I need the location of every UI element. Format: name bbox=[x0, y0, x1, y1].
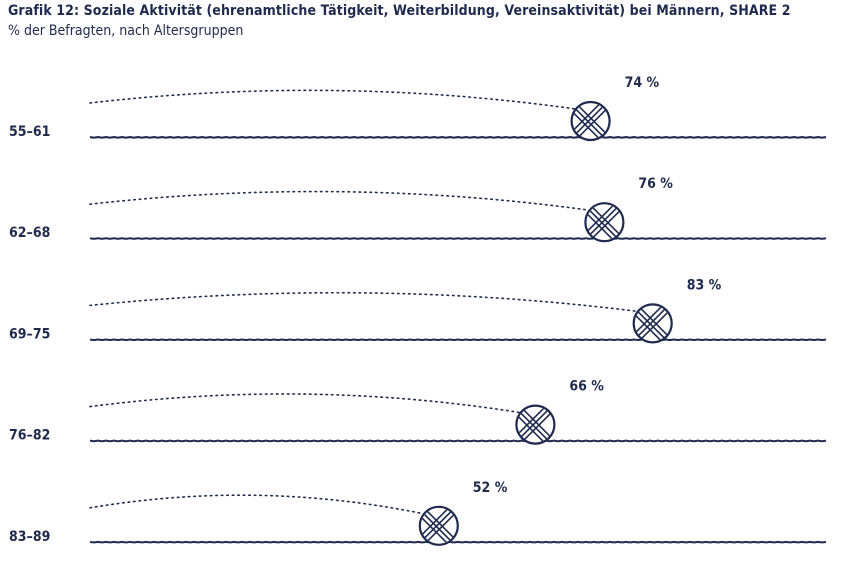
baseline-line bbox=[89, 237, 827, 240]
chart-subtitle: % der Befragten, nach Altersgruppen bbox=[8, 23, 244, 39]
value-label: 76 % bbox=[638, 176, 673, 192]
value-marker bbox=[515, 404, 556, 445]
value-arc bbox=[89, 393, 522, 414]
bar-row: 69–75 83 % bbox=[9, 277, 827, 344]
baseline-line bbox=[89, 338, 827, 341]
category-label: 83–89 bbox=[9, 529, 50, 545]
category-label: 76–82 bbox=[9, 428, 50, 444]
baseline-line bbox=[89, 540, 827, 544]
category-label: 69–75 bbox=[9, 326, 50, 342]
category-label: 62–68 bbox=[9, 225, 50, 241]
value-marker bbox=[632, 303, 673, 344]
value-arc bbox=[89, 89, 577, 110]
bar-row: 76–82 66 % bbox=[9, 379, 827, 445]
baseline-line bbox=[89, 439, 827, 443]
value-arc bbox=[89, 291, 639, 313]
chart-title: Grafik 12: Soziale Aktivität (ehrenamtli… bbox=[8, 3, 791, 19]
value-label: 66 % bbox=[569, 379, 604, 395]
value-arc bbox=[89, 494, 425, 515]
value-marker bbox=[570, 100, 611, 142]
value-marker bbox=[418, 505, 459, 546]
category-label: 55–61 bbox=[9, 124, 50, 140]
baseline-line bbox=[89, 135, 827, 139]
bar-row: 55–61 74 % bbox=[9, 75, 827, 142]
value-label: 83 % bbox=[687, 277, 722, 293]
value-label: 74 % bbox=[625, 75, 660, 91]
value-arc bbox=[89, 190, 591, 211]
bar-row: 83–89 52 % bbox=[9, 480, 827, 546]
bar-row: 62–68 76 % bbox=[9, 176, 827, 243]
value-label: 52 % bbox=[473, 480, 508, 496]
